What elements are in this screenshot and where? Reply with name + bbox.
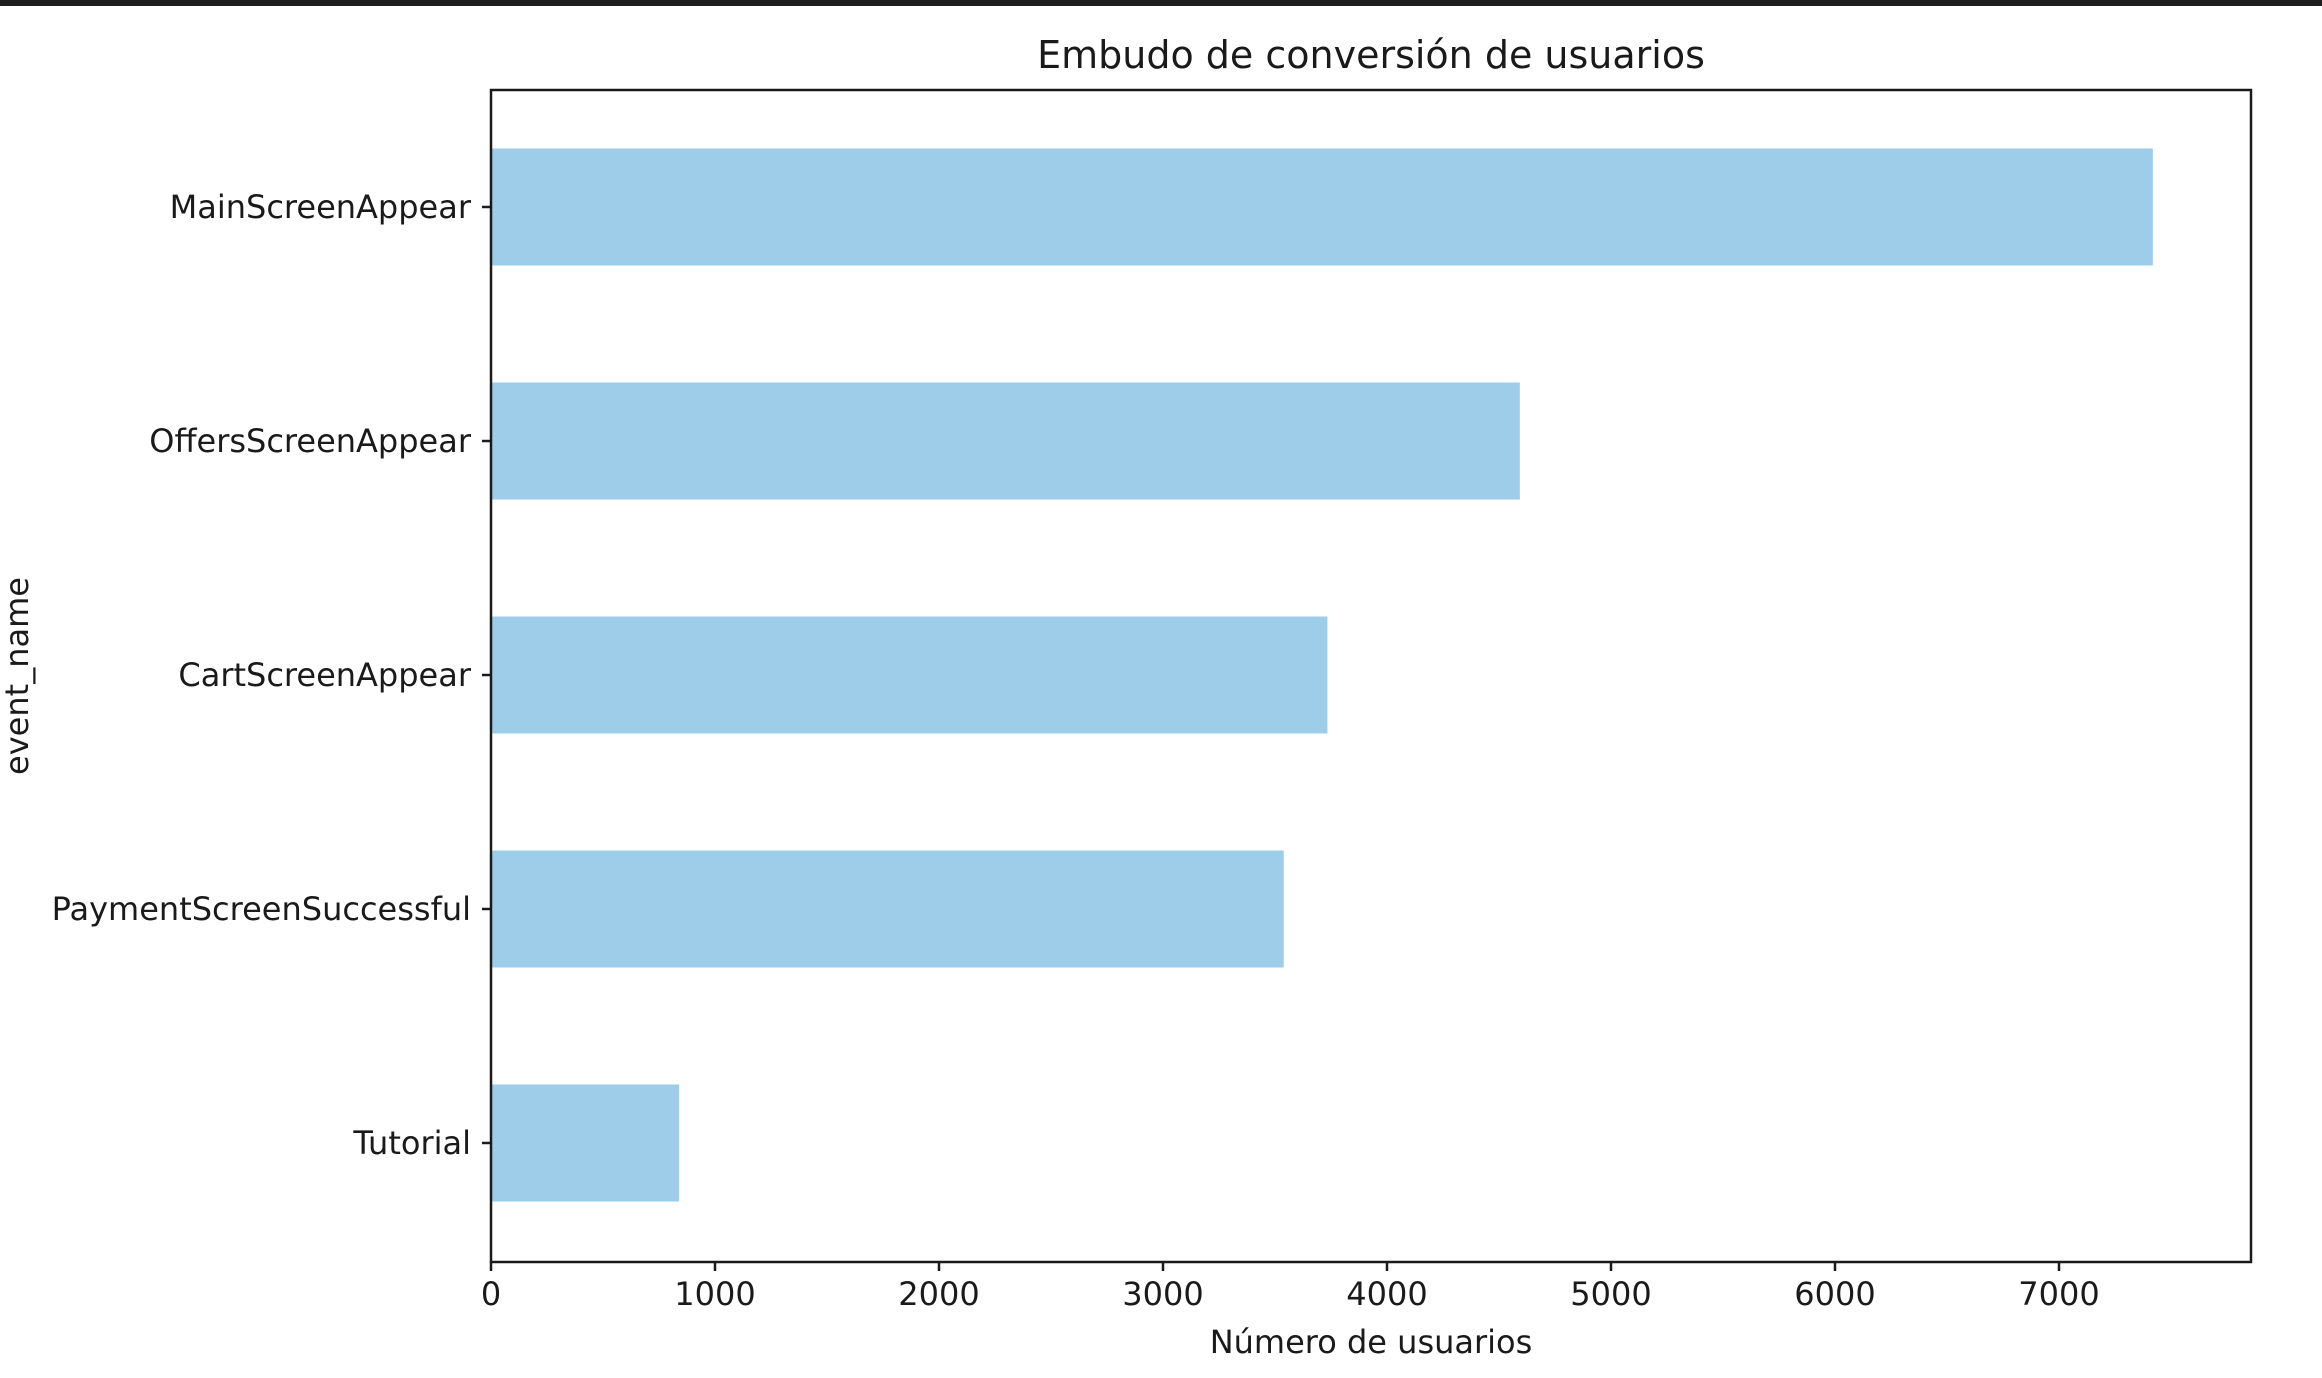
x-axis: 0 1000 2000 3000 4000 5000 6000 7000 <box>481 1262 2100 1313</box>
bar-PaymentScreenSuccessful <box>491 850 1284 968</box>
y-tick-label-PaymentScreenSuccessful: PaymentScreenSuccessful <box>52 890 471 928</box>
plot-frame <box>489 88 2253 1264</box>
y-tick-label-OffersScreenAppear: OffersScreenAppear <box>149 422 472 460</box>
bar-Tutorial <box>491 1084 680 1202</box>
x-tick-label-5000: 5000 <box>1570 1275 1651 1313</box>
bar-MainScreenAppear <box>491 148 2153 266</box>
x-tick-label-4000: 4000 <box>1346 1275 1427 1313</box>
x-tick-label-7000: 7000 <box>2018 1275 2099 1313</box>
bar-OffersScreenAppear <box>491 382 1520 500</box>
x-tick-label-0: 0 <box>481 1275 501 1313</box>
x-tick-label-6000: 6000 <box>1794 1275 1875 1313</box>
x-tick-label-3000: 3000 <box>1122 1275 1203 1313</box>
x-tick-label-2000: 2000 <box>898 1275 979 1313</box>
bars-layer <box>491 148 2153 1202</box>
x-tick-label-1000: 1000 <box>674 1275 755 1313</box>
y-tick-label-CartScreenAppear: CartScreenAppear <box>178 656 471 694</box>
window-top-strip <box>0 0 2322 6</box>
x-axis-label: Número de usuarios <box>1210 1323 1533 1361</box>
y-tick-label-MainScreenAppear: MainScreenAppear <box>170 188 472 226</box>
y-axis-label: event_name <box>0 577 36 775</box>
y-axis: MainScreenAppear OffersScreenAppear CartSc… <box>52 188 491 1162</box>
bar-CartScreenAppear <box>491 616 1328 734</box>
chart-title: Embudo de conversión de usuarios <box>1037 33 1705 77</box>
y-tick-label-Tutorial: Tutorial <box>352 1124 471 1162</box>
